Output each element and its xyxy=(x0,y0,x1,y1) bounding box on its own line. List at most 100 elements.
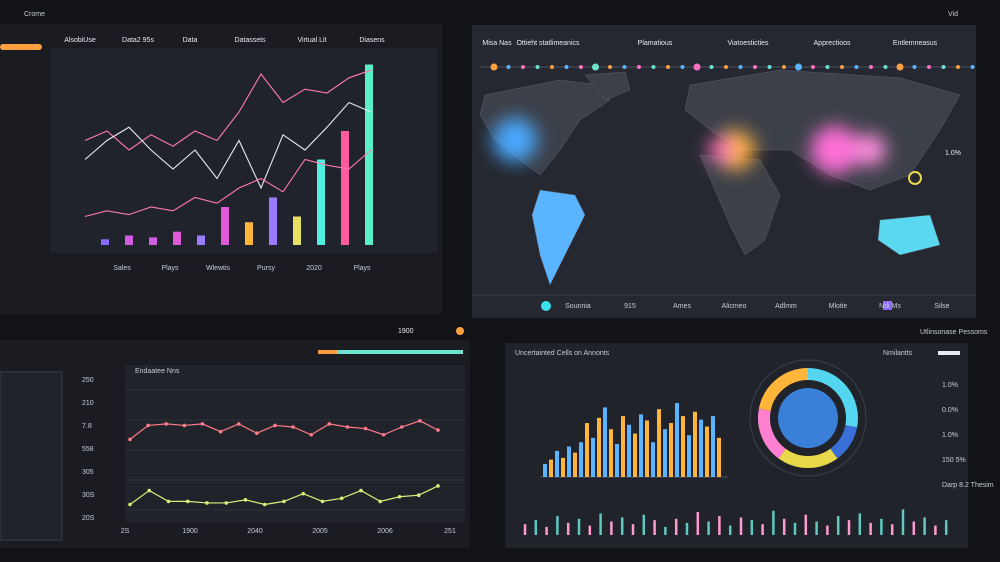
bar xyxy=(693,411,697,477)
donut-label: 1.0% xyxy=(942,382,958,389)
timeline-dot xyxy=(883,65,888,69)
x-tick-label: 2005 xyxy=(312,528,328,535)
chart-subtitle: Nmilantts xyxy=(883,350,913,357)
bar xyxy=(901,509,905,535)
play-dot[interactable] xyxy=(541,301,551,311)
toolbar-label[interactable]: Adlmm xyxy=(775,303,797,310)
legend-strip xyxy=(318,350,463,354)
line xyxy=(84,101,372,190)
toolbar-label[interactable]: Mlotie xyxy=(829,303,848,310)
bar xyxy=(772,510,775,535)
x-tick-label: 2040 xyxy=(247,528,263,535)
bar xyxy=(603,407,607,477)
y-tick-label: 30S xyxy=(82,492,95,499)
legend-strip xyxy=(318,350,338,354)
bar xyxy=(588,525,592,535)
sidebar-active xyxy=(0,44,42,50)
point xyxy=(436,428,440,432)
timeline-dot xyxy=(592,63,599,71)
point xyxy=(309,432,313,437)
timeline-dot xyxy=(490,63,498,71)
timeline-dot xyxy=(767,65,772,69)
bar xyxy=(675,403,679,477)
bar xyxy=(880,518,883,535)
timeline-dot xyxy=(608,65,612,69)
bar xyxy=(674,518,678,535)
toolbar-icon[interactable] xyxy=(883,301,892,310)
bar xyxy=(711,416,715,477)
bar xyxy=(293,216,301,245)
bar xyxy=(149,237,157,245)
bar xyxy=(717,437,721,477)
bar xyxy=(627,424,631,477)
timeline-dot xyxy=(970,65,975,69)
timeline-dot xyxy=(622,65,627,69)
point xyxy=(243,498,248,502)
bar xyxy=(657,409,661,477)
point xyxy=(182,423,187,428)
toolbar-label[interactable]: 915 xyxy=(624,303,636,310)
bar xyxy=(923,517,926,535)
bar xyxy=(707,521,710,535)
timeline-dot xyxy=(579,65,583,69)
point xyxy=(363,426,368,431)
bar xyxy=(639,414,643,477)
status-dot xyxy=(456,327,464,335)
bar xyxy=(804,514,808,535)
axis-label: 2020 xyxy=(306,265,322,272)
tab[interactable]: Data xyxy=(183,37,198,44)
tab[interactable]: AlsobiUse xyxy=(64,37,96,44)
toolbar-label[interactable]: Sounnia xyxy=(565,303,591,310)
point xyxy=(399,425,404,429)
bar xyxy=(577,518,581,535)
bar xyxy=(705,426,709,477)
bar xyxy=(944,520,948,535)
point xyxy=(416,493,421,498)
map-marker xyxy=(908,171,922,185)
counter: 1900 xyxy=(398,328,414,335)
bar xyxy=(556,516,559,535)
chart-title: Uncertainted Cells on Annonts xyxy=(515,350,610,357)
timeline-dot xyxy=(854,65,859,69)
toolbar-label[interactable]: Ndi Ms xyxy=(879,303,901,310)
bar xyxy=(245,222,253,245)
timeline-dot xyxy=(666,65,670,69)
header-right: Vid xyxy=(948,11,958,18)
point xyxy=(273,423,277,428)
tab[interactable]: Data2 95s xyxy=(122,37,154,44)
bar xyxy=(687,435,691,477)
tab[interactable]: Plamatious xyxy=(638,40,673,47)
timeline-dot xyxy=(637,65,641,69)
bar xyxy=(597,417,601,477)
point xyxy=(262,502,267,507)
bar xyxy=(555,450,559,477)
tab[interactable]: Apprectioos xyxy=(814,40,851,47)
donut-core xyxy=(778,388,838,448)
tab[interactable]: Misa Nas xyxy=(482,40,512,47)
tab[interactable]: Datassets xyxy=(234,37,266,44)
bar xyxy=(645,420,649,477)
timeline-dot xyxy=(896,63,904,71)
toolbar-label[interactable]: Ames xyxy=(673,303,691,310)
bar xyxy=(523,524,527,535)
timeline-dot xyxy=(680,65,685,69)
bar xyxy=(579,442,583,477)
timeline-dot xyxy=(927,65,931,69)
axis-label: Sales xyxy=(113,265,131,272)
tab[interactable]: Virtual Lit xyxy=(297,37,326,44)
point xyxy=(128,502,132,507)
toolbar-label[interactable]: Silse xyxy=(934,303,949,310)
toggle[interactable] xyxy=(938,351,960,355)
bar xyxy=(545,526,548,535)
tab[interactable]: Viatoesticties xyxy=(727,40,769,47)
donut-segment xyxy=(778,448,838,468)
y-tick-label: 305 xyxy=(82,469,94,476)
tab[interactable]: Entlemneasus xyxy=(893,40,938,47)
tab[interactable]: Ottieht statlimeanics xyxy=(516,40,580,47)
tab[interactable]: Diasens xyxy=(359,37,385,44)
point xyxy=(418,419,422,423)
point xyxy=(147,488,152,493)
bar xyxy=(912,521,916,535)
toolbar-label[interactable]: Alicmeo xyxy=(722,303,747,310)
x-tick-label: 2006 xyxy=(377,528,393,535)
